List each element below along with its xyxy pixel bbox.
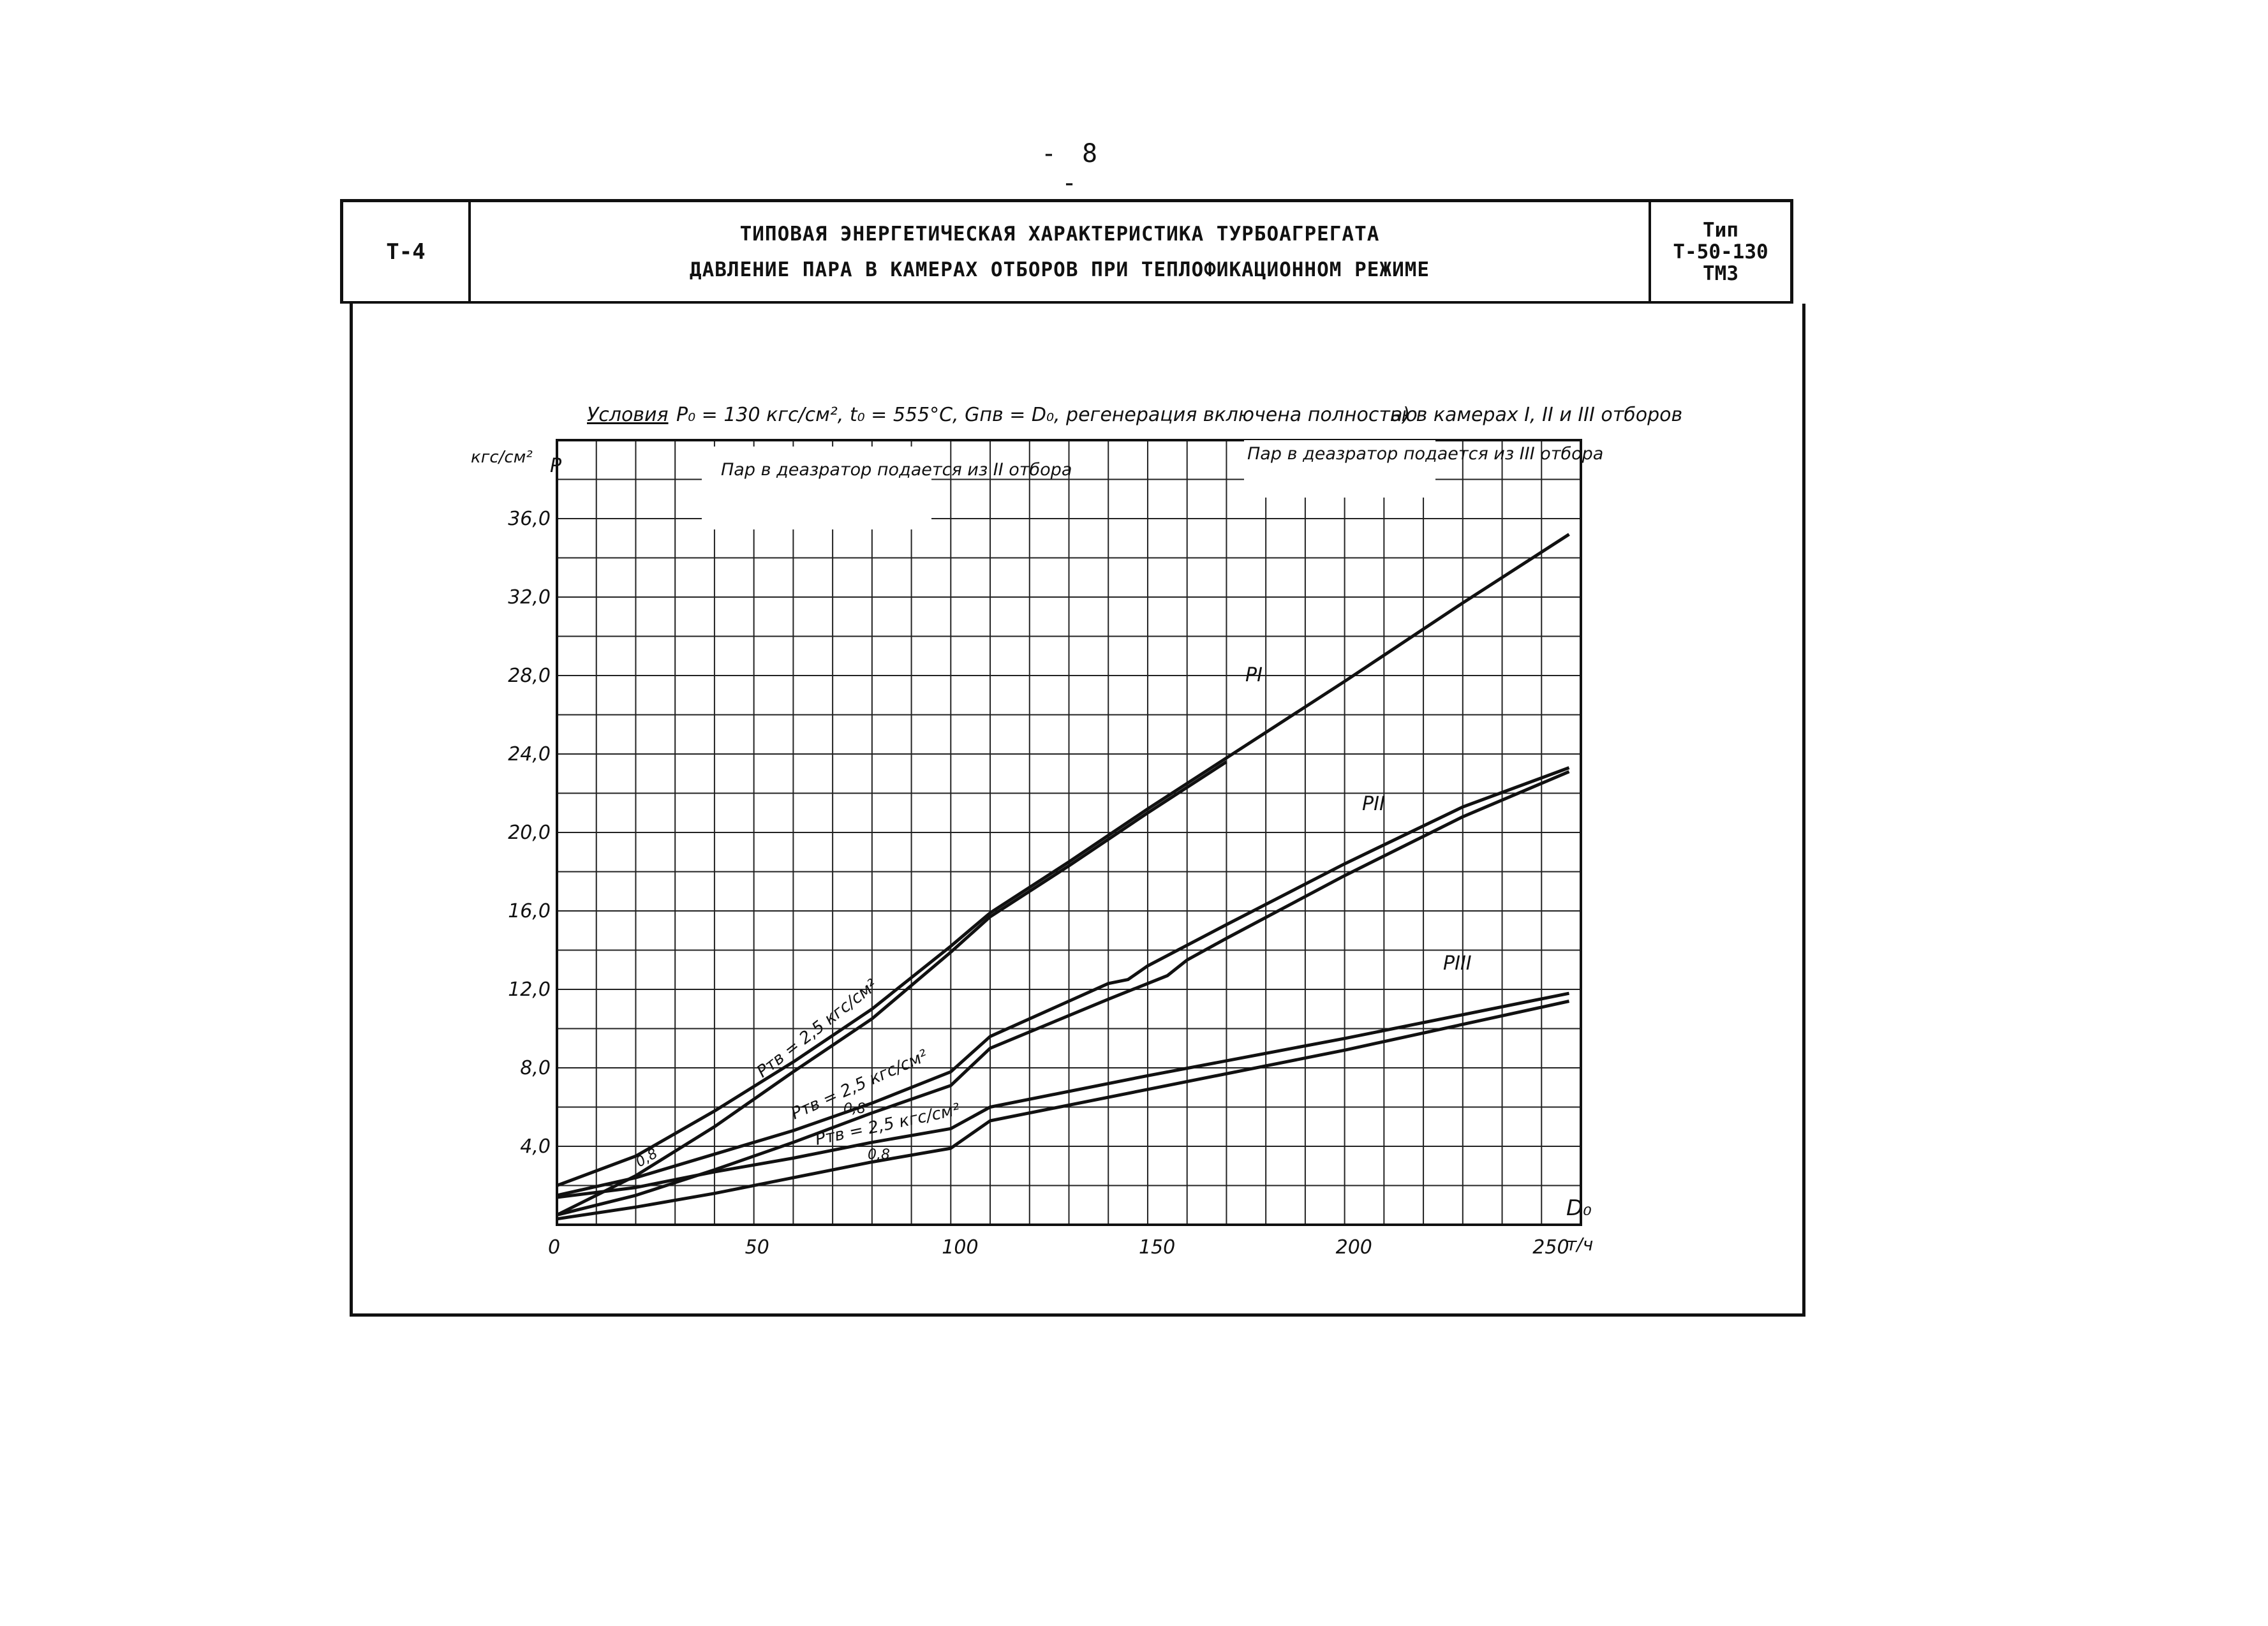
annotation-box-left: [702, 447, 931, 529]
title-block: Т-4 ТИПОВАЯ ЭНЕРГЕТИЧЕСКАЯ ХАРАКТЕРИСТИК…: [340, 199, 1793, 304]
sheet-title: ТИПОВАЯ ЭНЕРГЕТИЧЕСКАЯ ХАРАКТЕРИСТИКА ТУ…: [471, 202, 1651, 301]
series-label-p1: PI: [1245, 664, 1263, 686]
y-tick-label: 4,0: [520, 1135, 551, 1158]
panel-label: а) в камерах I, II и III отборов: [1391, 404, 1682, 426]
y-axis-unit: кгс/см²: [471, 448, 533, 467]
type-label: Тип: [1703, 218, 1738, 242]
type-plant: ТМЗ: [1703, 262, 1738, 285]
annotation-right: Пар в деазратор подается из III отбора: [1247, 444, 1603, 464]
y-axis-label: P: [550, 455, 562, 477]
type-model: Т-50-130: [1673, 240, 1768, 263]
x-tick-label: 200: [1336, 1236, 1372, 1259]
series-line-p2_upper: [556, 766, 1570, 1197]
series-label-p2: PII: [1362, 793, 1385, 815]
chart-series: [556, 533, 1570, 1221]
series-label-p3: PIII: [1443, 952, 1472, 975]
x-tick-label: 100: [942, 1236, 978, 1259]
title-line-1: ТИПОВАЯ ЭНЕРГЕТИЧЕСКАЯ ХАРАКТЕРИСТИКА ТУ…: [739, 222, 1380, 246]
y-tick-label: 24,0: [508, 743, 551, 765]
series-line-p3_lower: [556, 1000, 1570, 1221]
chart-ticks: 0 50 100 150 200 250 4,0 8,0 12,0 16,0 20,0 24,0 28,…: [508, 508, 1569, 1259]
series-line-p2_lower: [556, 770, 1570, 1217]
series-label-ptv-08-a: 0,8: [634, 1146, 661, 1171]
plot-border: [556, 439, 1582, 1226]
y-tick-label: 32,0: [508, 586, 551, 609]
series-line-p1_upper: [556, 533, 1570, 1187]
x-tick-label: 50: [745, 1236, 769, 1259]
annotation-left: Пар в деазратор подается из II отбора: [721, 460, 1072, 480]
x-tick-label: 0: [548, 1236, 560, 1259]
series-line-p3_upper: [556, 991, 1569, 1199]
title-line-2: ДАВЛЕНИЕ ПАРА В КАМЕРАХ ОТБОРОВ ПРИ ТЕПЛ…: [689, 258, 1430, 281]
turbine-type: Тип Т-50-130 ТМЗ: [1651, 202, 1790, 301]
drawing-frame: [350, 304, 1805, 1317]
sheet-code: Т-4: [343, 202, 471, 301]
series-label-ptv-08-c: 0,8: [868, 1147, 890, 1163]
chart-grid: [556, 439, 1582, 1226]
y-tick-label: 8,0: [520, 1057, 551, 1079]
x-axis-unit: т/ч: [1566, 1234, 1593, 1255]
x-tick-label: 150: [1139, 1236, 1175, 1259]
annotation-box-right: [1244, 440, 1435, 498]
page-number: - 8 -: [1041, 139, 1103, 198]
y-tick-label: 12,0: [508, 979, 551, 1001]
y-tick-label: 20,0: [508, 822, 551, 844]
conditions-text: P₀ = 130 кгс/см², t₀ = 555°С, Gпв = D₀, …: [676, 404, 1418, 426]
y-tick-label: 16,0: [508, 900, 551, 922]
y-tick-label: 36,0: [508, 508, 551, 530]
conditions-label: Условия: [587, 404, 669, 426]
series-line-p1_lower: [556, 760, 1227, 1216]
x-axis-label: D₀: [1566, 1195, 1592, 1221]
series-label-ptv-08-b: 0,8: [843, 1101, 866, 1117]
x-tick-label: 250: [1532, 1236, 1569, 1259]
y-tick-label: 28,0: [508, 665, 551, 687]
